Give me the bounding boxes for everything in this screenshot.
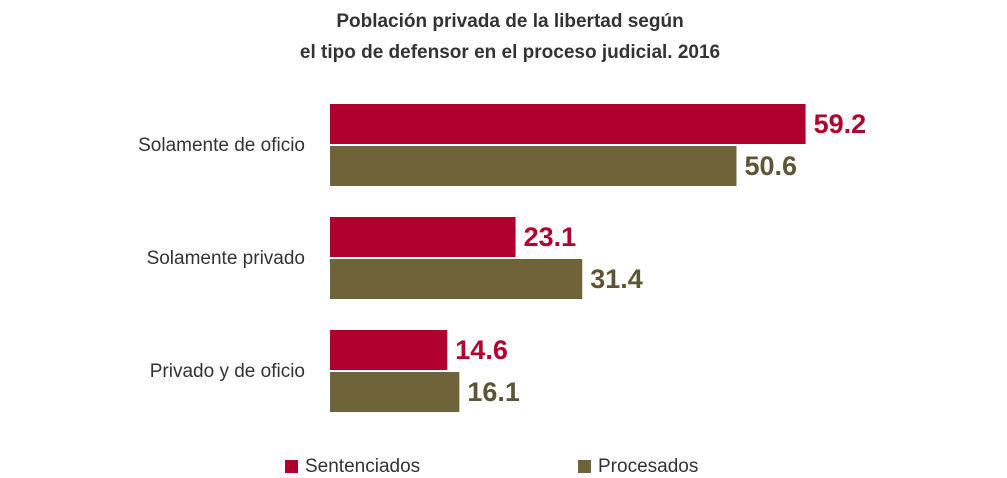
value-label: 50.6 [744, 151, 797, 181]
legend-swatch [578, 460, 591, 473]
category-label: Solamente privado [147, 248, 305, 269]
bar [330, 104, 806, 144]
category-label: Privado y de oficio [150, 361, 305, 382]
bar [330, 330, 448, 370]
value-label: 23.1 [524, 222, 577, 252]
bar [330, 372, 460, 412]
chart-title: el tipo de defensor en el proceso judici… [300, 42, 720, 63]
bar [330, 217, 516, 257]
bar [330, 259, 583, 299]
chart-title: Población privada de la libertad según [336, 11, 683, 32]
legend-label: Procesados [598, 456, 698, 477]
value-label: 14.6 [455, 335, 508, 365]
category-label: Solamente de oficio [138, 135, 305, 156]
legend-swatch [285, 460, 298, 473]
value-label: 16.1 [467, 377, 520, 407]
value-label: 59.2 [814, 109, 867, 139]
value-label: 31.4 [590, 264, 643, 294]
legend-label: Sentenciados [305, 456, 420, 477]
bar [330, 146, 737, 186]
